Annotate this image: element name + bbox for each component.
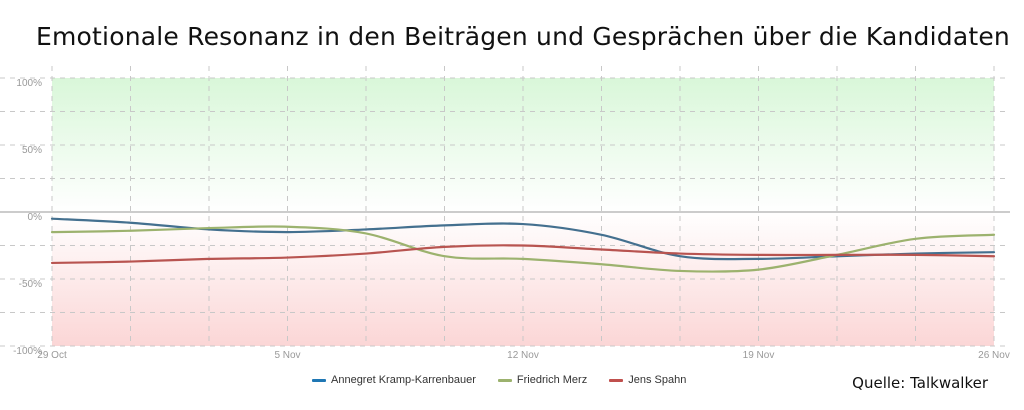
y-tick-label: 0% — [28, 212, 43, 223]
chart-title: Emotionale Resonanz in den Beiträgen und… — [36, 22, 1010, 51]
series-line-akk — [50, 217, 996, 261]
legend-item-merz[interactable]: Friedrich Merz — [497, 374, 588, 386]
legend-label-merz: Friedrich Merz — [516, 374, 588, 386]
legend: Annegret Kramp-Karrenbauer Friedrich Mer… — [312, 374, 686, 386]
x-tick-label: 5 Nov — [274, 350, 300, 361]
x-tick-label: 19 Nov — [743, 350, 775, 361]
y-tick-label: -100% — [13, 346, 42, 357]
legend-item-akk[interactable]: Annegret Kramp-Karrenbauer — [312, 374, 476, 386]
y-tick-label: 100% — [16, 78, 42, 89]
x-tick-label: 29 Oct — [37, 350, 67, 361]
x-tick-label: 26 Nov — [978, 350, 1010, 361]
legend-swatch-merz — [497, 378, 512, 382]
legend-swatch-spahn — [609, 378, 624, 382]
legend-label-spahn: Jens Spahn — [628, 374, 687, 386]
x-tick-label: 12 Nov — [507, 350, 539, 361]
legend-item-spahn[interactable]: Jens Spahn — [609, 374, 686, 386]
legend-label-akk: Annegret Kramp-Karrenbauer — [331, 374, 476, 386]
source-note: Quelle: Talkwalker — [852, 374, 988, 392]
legend-swatch-akk — [312, 378, 326, 382]
series-line-spahn — [50, 244, 996, 265]
y-tick-label: -50% — [19, 279, 42, 290]
y-tick-label: 50% — [22, 145, 42, 156]
